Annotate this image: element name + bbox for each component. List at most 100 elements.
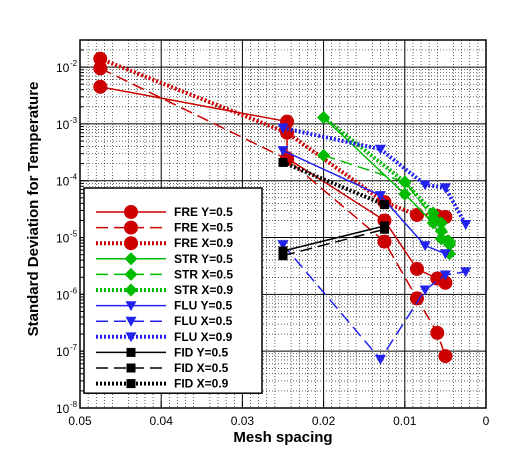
data-point	[277, 240, 289, 251]
legend-entry: FID Y=0.5	[96, 345, 228, 359]
legend-marker	[124, 220, 138, 235]
data-point	[374, 144, 386, 155]
data-point	[419, 241, 431, 252]
data-point	[277, 146, 289, 157]
y-tick-label: 10 -7	[56, 343, 78, 359]
data-point	[380, 200, 389, 210]
legend-label: STR X=0.5	[174, 267, 233, 281]
legend-label: FID X=0.9	[174, 377, 229, 391]
series-line	[282, 149, 446, 255]
legend-label: FID X=0.5	[174, 361, 229, 375]
series-line	[282, 160, 386, 207]
y-tick-exponent: -5	[70, 230, 78, 239]
data-point	[374, 191, 386, 201]
data-point	[460, 220, 472, 230]
data-point	[409, 291, 424, 306]
series-line	[282, 244, 466, 361]
legend-entry: FRE X=0.5	[96, 220, 233, 235]
data-point	[374, 354, 386, 365]
legend-marker	[124, 283, 138, 297]
legend-entry: FLU X=0.9	[96, 330, 233, 344]
series-FLU X=0.5	[277, 240, 472, 365]
data-point	[439, 270, 451, 281]
data-point	[442, 235, 456, 249]
legend-marker	[125, 332, 137, 343]
legend-marker	[124, 236, 138, 251]
legend-entry: STR X=0.5	[96, 267, 233, 281]
series-line	[99, 67, 447, 357]
legend-marker	[124, 252, 138, 266]
data-point	[377, 234, 392, 249]
legend-entry: FLU X=0.5	[96, 314, 233, 328]
data-point	[419, 285, 431, 296]
x-tick-label: 0	[483, 414, 490, 428]
legend-marker	[125, 301, 137, 312]
x-tick-label: 0.03	[231, 414, 255, 428]
y-tick-base: 10	[56, 232, 70, 246]
plot-frame	[79, 39, 487, 409]
y-tick-base: 10	[56, 175, 70, 189]
y-tick-label: 10 -3	[56, 116, 78, 132]
legend-marker	[124, 267, 138, 281]
x-tick-label: 0.01	[393, 414, 417, 428]
legend-entry: STR X=0.9	[96, 283, 233, 297]
y-tick-label: 10 -2	[56, 59, 78, 75]
data-point	[439, 249, 451, 260]
data-point	[409, 261, 424, 276]
legend-entry: FRE Y=0.5	[96, 205, 233, 219]
y-tick-exponent: -4	[70, 173, 78, 182]
legend-label: FLU Y=0.5	[174, 299, 232, 313]
y-tick-base: 10	[56, 61, 70, 75]
y-tick-exponent: -3	[70, 116, 78, 125]
legend-marker	[126, 379, 136, 389]
series-FLU X=0.9	[277, 123, 472, 230]
data-point	[409, 207, 424, 222]
x-tick-label: 0.05	[68, 414, 92, 428]
legend-marker	[124, 205, 138, 219]
legend-label: FRE X=0.5	[174, 221, 233, 235]
data-point	[460, 267, 472, 278]
x-axis-label: Mesh spacing	[233, 429, 332, 446]
data-point	[93, 79, 108, 94]
data-point	[398, 187, 412, 201]
legend-marker	[125, 316, 137, 327]
legend-marker	[126, 363, 136, 373]
legend-label: FLU X=0.5	[174, 314, 233, 328]
legend-label: FLU X=0.9	[174, 330, 233, 344]
legend-label: STR Y=0.5	[174, 252, 233, 266]
data-point	[380, 224, 389, 234]
data-point	[398, 175, 412, 189]
legend-entry: FRE X=0.9	[96, 236, 233, 251]
legend-entry: FID X=0.9	[96, 377, 229, 391]
data-point	[434, 216, 448, 230]
series-STR X=0.9	[317, 110, 456, 249]
series-layer	[93, 51, 472, 365]
y-tick-base: 10	[56, 345, 70, 359]
legend-label: STR X=0.9	[174, 283, 233, 297]
y-axis-label: Standard Deviation for Temperature	[25, 82, 42, 337]
series-line	[282, 225, 385, 252]
legend-label: FRE Y=0.5	[174, 205, 233, 219]
legend-entry: FID X=0.5	[96, 361, 229, 375]
legend-entry: STR Y=0.5	[96, 252, 233, 266]
data-point	[278, 157, 288, 167]
axis-ticks: 0.05 0.04 0.03 0.02 0.01 010-810-710-610 -510-…	[56, 49, 490, 428]
legend-marker	[126, 347, 136, 357]
data-point	[439, 183, 451, 194]
y-tick-label: 10 -8	[56, 400, 78, 416]
data-point	[430, 325, 445, 340]
y-tick-base: 10	[56, 402, 70, 416]
series-line	[282, 228, 385, 257]
data-point	[317, 110, 331, 124]
y-tick-exponent: -6	[70, 286, 78, 295]
data-point	[278, 246, 288, 256]
y-tick-exponent: -8	[70, 400, 78, 409]
data-point	[317, 148, 331, 162]
y-tick-label: 10 -6	[56, 286, 78, 302]
series-FLU Y=0.5	[277, 146, 451, 260]
y-tick-label: 10 -4	[56, 173, 78, 189]
data-point	[426, 206, 440, 220]
series-FRE X=0.5	[93, 61, 453, 364]
